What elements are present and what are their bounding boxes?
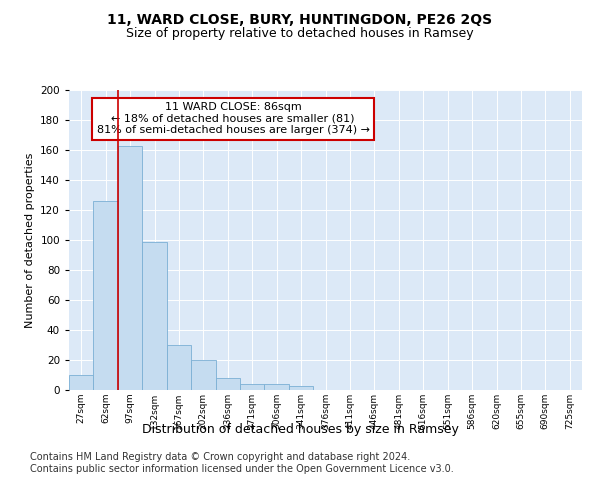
Bar: [142, 242, 167, 390]
Bar: [289, 386, 313, 390]
Text: Size of property relative to detached houses in Ramsey: Size of property relative to detached ho…: [126, 28, 474, 40]
Bar: [167, 345, 191, 390]
Bar: [215, 378, 240, 390]
Bar: [118, 146, 142, 390]
Y-axis label: Number of detached properties: Number of detached properties: [25, 152, 35, 328]
Bar: [265, 384, 289, 390]
Bar: [94, 201, 118, 390]
Bar: [240, 384, 265, 390]
Text: Distribution of detached houses by size in Ramsey: Distribution of detached houses by size …: [142, 422, 458, 436]
Bar: [69, 375, 94, 390]
Text: 11 WARD CLOSE: 86sqm
← 18% of detached houses are smaller (81)
81% of semi-detac: 11 WARD CLOSE: 86sqm ← 18% of detached h…: [97, 102, 370, 135]
Text: 11, WARD CLOSE, BURY, HUNTINGDON, PE26 2QS: 11, WARD CLOSE, BURY, HUNTINGDON, PE26 2…: [107, 12, 493, 26]
Text: Contains HM Land Registry data © Crown copyright and database right 2024.
Contai: Contains HM Land Registry data © Crown c…: [30, 452, 454, 474]
Bar: [191, 360, 215, 390]
